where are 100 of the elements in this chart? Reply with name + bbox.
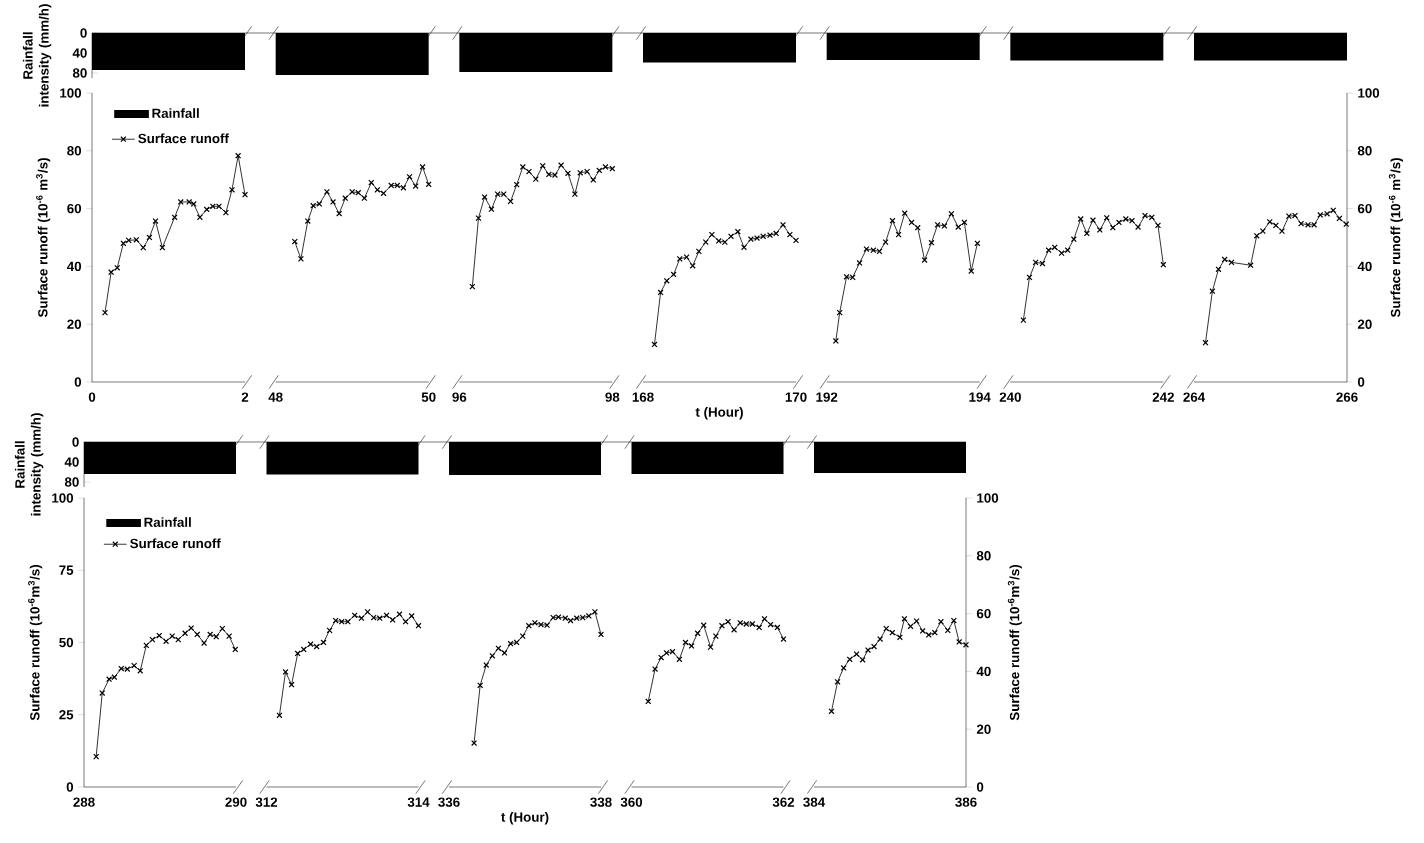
point bbox=[955, 224, 962, 231]
point bbox=[481, 193, 488, 201]
point bbox=[380, 190, 387, 197]
y2-tick-label: 60 bbox=[976, 608, 991, 619]
point bbox=[901, 210, 908, 217]
x-tick-label: 96 bbox=[452, 392, 467, 402]
point bbox=[489, 652, 496, 659]
point bbox=[488, 206, 495, 213]
point bbox=[871, 643, 878, 650]
point bbox=[188, 625, 195, 632]
y-tick-label: 75 bbox=[59, 565, 74, 575]
legend-label: Rainfall bbox=[144, 517, 191, 527]
y2-tick-label: 40 bbox=[1357, 261, 1372, 272]
y2-tick-label: 100 bbox=[1358, 88, 1380, 98]
x-axis-title: t (Hour) bbox=[695, 406, 743, 420]
point bbox=[361, 195, 368, 202]
point bbox=[889, 217, 896, 224]
y2-tick-label: 100 bbox=[977, 493, 999, 503]
point bbox=[921, 256, 928, 264]
point bbox=[501, 649, 508, 656]
y-tick-label: 20 bbox=[67, 319, 82, 329]
point bbox=[93, 753, 100, 760]
point bbox=[152, 217, 159, 225]
point bbox=[288, 681, 295, 688]
point bbox=[707, 644, 714, 651]
point bbox=[1109, 224, 1116, 231]
legend-label: Surface runoff bbox=[130, 538, 221, 549]
point bbox=[374, 186, 381, 193]
y-tick-label: 80 bbox=[72, 68, 87, 78]
point bbox=[415, 622, 422, 629]
point bbox=[792, 237, 800, 244]
x-tick-label: 312 bbox=[255, 797, 278, 807]
point bbox=[495, 645, 502, 652]
y-tick-label: 0 bbox=[72, 437, 79, 447]
point bbox=[406, 173, 413, 180]
point bbox=[974, 240, 981, 247]
point bbox=[883, 625, 890, 632]
point bbox=[483, 661, 490, 669]
point bbox=[937, 618, 944, 625]
point bbox=[695, 248, 702, 255]
y2-tick-label: 60 bbox=[1357, 203, 1372, 214]
point bbox=[300, 646, 307, 653]
point bbox=[519, 633, 526, 640]
y2-tick-label: 0 bbox=[976, 782, 984, 792]
y-tick-label: 40 bbox=[66, 261, 82, 272]
point bbox=[241, 191, 249, 198]
point bbox=[928, 239, 935, 246]
point bbox=[877, 635, 884, 643]
y2-axis-title: Surface runoff (10$^{-6}$m$^{3}$/s) bbox=[1007, 564, 1022, 721]
point bbox=[232, 646, 239, 653]
point bbox=[196, 214, 203, 221]
point bbox=[1115, 219, 1123, 226]
point bbox=[828, 708, 835, 715]
point bbox=[740, 244, 748, 251]
point bbox=[519, 163, 526, 171]
y-tick-label: 80 bbox=[67, 146, 82, 156]
y2-tick-label: 40 bbox=[976, 666, 991, 677]
point bbox=[177, 198, 184, 205]
x-tick-label: 170 bbox=[785, 392, 807, 402]
point bbox=[688, 642, 695, 650]
point bbox=[853, 651, 860, 658]
point bbox=[859, 656, 866, 663]
point bbox=[597, 631, 605, 638]
point bbox=[961, 219, 968, 226]
point bbox=[282, 668, 289, 676]
point bbox=[1020, 317, 1027, 324]
x-tick-label: 0 bbox=[88, 392, 96, 402]
point bbox=[342, 195, 349, 202]
point bbox=[412, 183, 419, 190]
point bbox=[596, 167, 603, 174]
point bbox=[539, 162, 546, 169]
y-axis-title: Surface runoff (10$^{-6}$m$^{3}$/s) bbox=[28, 564, 43, 721]
x-tick-label: 50 bbox=[421, 392, 436, 402]
legend-label: Rainfall bbox=[152, 108, 199, 118]
x-tick-label: 314 bbox=[407, 797, 430, 807]
x-tick-label: 290 bbox=[225, 797, 247, 807]
point bbox=[724, 618, 732, 625]
point bbox=[670, 271, 677, 278]
point bbox=[856, 259, 863, 266]
point bbox=[882, 239, 889, 246]
point bbox=[948, 210, 955, 217]
point bbox=[727, 233, 735, 240]
y-tick-label: 40 bbox=[72, 48, 87, 58]
point bbox=[896, 634, 903, 641]
point bbox=[968, 267, 975, 275]
point bbox=[734, 228, 741, 235]
point bbox=[402, 618, 409, 625]
y-tick-label: 40 bbox=[64, 457, 79, 467]
point bbox=[834, 678, 841, 685]
point bbox=[1215, 266, 1222, 273]
point bbox=[901, 615, 908, 622]
x-tick-label: 386 bbox=[955, 797, 977, 807]
point bbox=[358, 615, 365, 622]
point bbox=[294, 650, 301, 657]
point bbox=[304, 217, 311, 225]
point bbox=[658, 654, 665, 661]
point bbox=[383, 612, 390, 619]
y2-tick-label: 80 bbox=[1357, 146, 1372, 156]
point bbox=[368, 179, 375, 186]
point bbox=[222, 209, 229, 216]
